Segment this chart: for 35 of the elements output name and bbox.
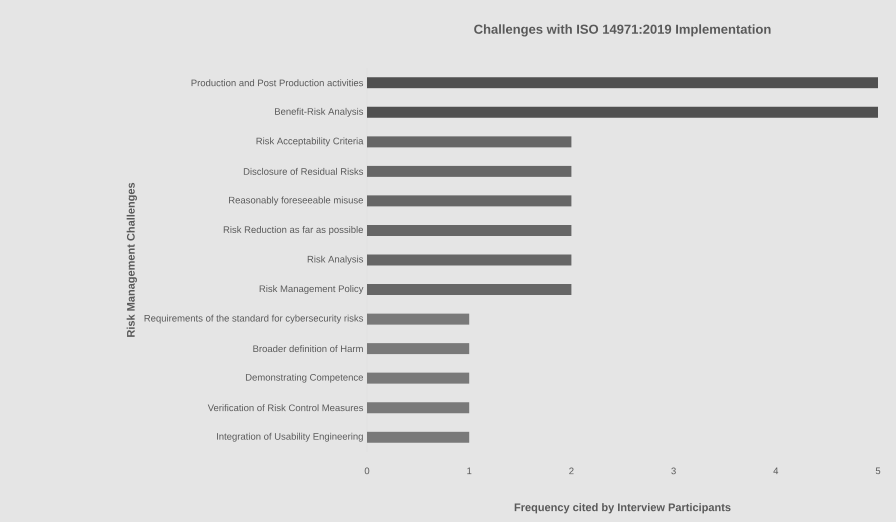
y-tick-label: Verification of Risk Control Measures: [208, 404, 364, 412]
bar: [367, 432, 470, 443]
y-tick-label: Production and Post Production activities: [192, 79, 364, 86]
x-tick-label: 3: [671, 468, 676, 474]
x-tick-label: 4: [773, 468, 778, 474]
bar: [367, 254, 572, 266]
bar: [367, 402, 470, 414]
y-tick-label: Demonstrating Competence: [246, 374, 364, 383]
y-tick-label: Integration of Usability Engineering: [217, 432, 363, 442]
bar: [367, 106, 878, 118]
bar: [367, 195, 572, 206]
bar: [367, 284, 572, 296]
bar: [367, 136, 572, 148]
y-tick-label: Risk Acceptability Criteria: [256, 137, 364, 146]
y-tick-label: Risk Reduction as far as possible: [224, 226, 364, 235]
x-tick-label: 5: [876, 468, 880, 474]
y-tick-label: Broader definition of Harm: [253, 345, 363, 352]
x-tick-label: 2: [569, 468, 574, 474]
bar: [367, 372, 470, 384]
chart-title: Challenges with ISO 14971:2019 Implementation: [474, 24, 771, 36]
x-axis-title: Frequency cited by Interview Participants: [514, 503, 731, 514]
y-tick-label: Disclosure of Residual Risks: [244, 168, 364, 175]
y-tick-label: Risk Analysis: [308, 256, 364, 264]
bar: [367, 314, 470, 325]
y-axis-title: Risk Management Challenges: [126, 182, 137, 337]
x-tick-label: 0: [364, 468, 370, 474]
x-tick-label: 1: [467, 468, 472, 474]
bar: [367, 343, 470, 354]
y-tick-label: Benefit-Risk Analysis: [275, 108, 364, 117]
y-tick-label: Risk Management Policy: [260, 285, 364, 294]
y-tick-label: Reasonably foreseeable misuse: [229, 196, 364, 206]
y-tick-label: Requirements of the standard for cybersecurity risks: [144, 314, 364, 324]
bar: [367, 224, 572, 236]
bar: [367, 77, 878, 88]
bar: [367, 166, 572, 177]
